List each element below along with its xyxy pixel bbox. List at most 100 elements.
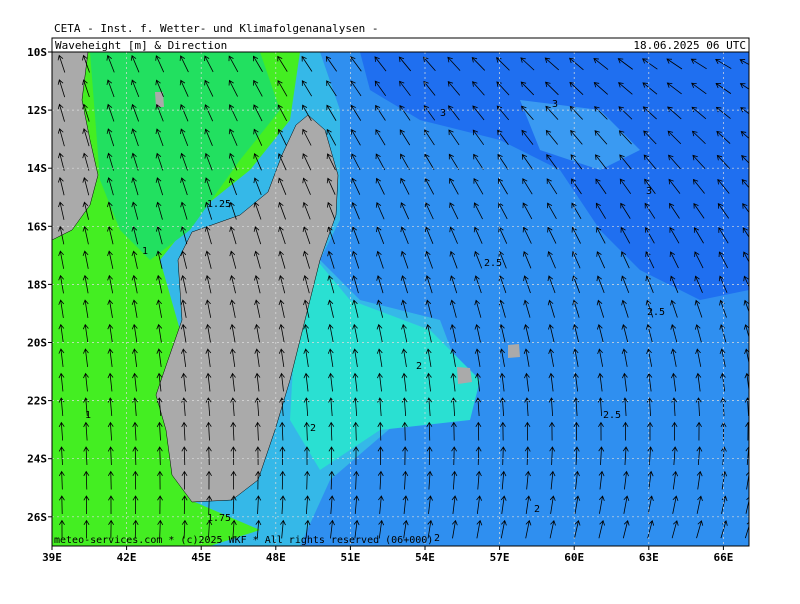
wave-arrow [304, 470, 311, 490]
wave-arrow [57, 54, 66, 73]
wave-arrow [353, 519, 360, 539]
wave-arrow [82, 225, 89, 245]
wave-arrow [623, 470, 629, 490]
wave-arrow [450, 397, 457, 417]
wave-arrow [303, 421, 310, 441]
wave-arrow [327, 323, 334, 343]
wave-arrow [644, 202, 656, 219]
wave-arrow [57, 152, 65, 171]
wave-arrow [131, 226, 139, 245]
contour-label: 1 [142, 246, 148, 257]
wave-arrow [228, 128, 238, 146]
wave-arrow [571, 226, 581, 244]
wave-arrow [693, 227, 704, 244]
wave-arrow [473, 202, 483, 220]
wave-arrow [621, 372, 628, 392]
wave-arrow [327, 348, 334, 367]
wave-arrow [58, 201, 65, 220]
wave-arrow [695, 372, 702, 392]
wave-arrow [596, 226, 606, 244]
wave-arrow [107, 225, 114, 245]
wave-arrow [548, 372, 555, 392]
wave-arrow [83, 446, 90, 466]
wave-arrow [448, 105, 460, 121]
wave-arrow [83, 519, 90, 539]
wave-arrow [352, 323, 359, 343]
wave-arrow [302, 250, 310, 269]
wave-arrow [301, 80, 313, 97]
wave-arrow [570, 130, 583, 145]
wave-arrow [474, 348, 481, 367]
wave-arrow [718, 227, 729, 244]
wave-arrow [595, 202, 607, 219]
wave-arrow [401, 421, 408, 441]
wave-arrow [326, 128, 337, 146]
wave-arrow [740, 107, 749, 115]
wave-arrow [303, 348, 310, 367]
wave-arrow [571, 251, 581, 269]
wave-arrow [525, 470, 531, 490]
wave-arrow [58, 348, 65, 367]
wave-arrow [499, 397, 506, 417]
wave-arrow [351, 129, 361, 146]
wave-arrow [206, 495, 213, 515]
wave-arrow [570, 154, 583, 170]
wave-arrow [743, 299, 749, 313]
variable: Waveheight [m] & Direction [55, 39, 227, 52]
contour-label: 2 [310, 423, 316, 434]
wave-arrow [548, 348, 554, 367]
wave-arrow [157, 495, 163, 515]
wave-arrow [377, 470, 384, 490]
wave-arrow [108, 519, 114, 539]
wave-arrow [596, 275, 605, 294]
wave-arrow [744, 397, 749, 417]
wave-arrow [546, 178, 558, 195]
wave-arrow [400, 226, 409, 245]
arrow-field [57, 54, 749, 539]
wave-arrow [496, 105, 510, 121]
wave-arrow [400, 299, 408, 318]
latitude-label: 14S [27, 162, 47, 175]
wave-arrow [423, 80, 436, 96]
contour-label: 2 [534, 504, 540, 515]
wave-arrow [327, 226, 335, 245]
wave-arrow [743, 251, 749, 263]
wave-arrow [252, 55, 263, 72]
wave-arrow [205, 299, 212, 318]
longitude-label: 51E [340, 551, 360, 564]
wave-arrow [253, 177, 262, 196]
wave-arrow [353, 495, 360, 515]
wave-arrow [696, 495, 703, 514]
wave-arrow [180, 323, 187, 343]
wave-arrow [523, 299, 531, 318]
wave-arrow [525, 495, 532, 514]
wave-arrow [156, 348, 163, 367]
wave-arrow [205, 446, 212, 466]
wave-arrow [547, 202, 557, 220]
wave-arrow [696, 446, 703, 466]
wave-arrow [301, 55, 313, 72]
wave-arrow [449, 250, 458, 269]
wave-arrow [571, 178, 582, 195]
wave-arrow [521, 129, 534, 145]
wave-arrow [451, 446, 458, 466]
wave-arrow [106, 128, 115, 147]
wave-arrow [157, 519, 164, 539]
wave-arrow [82, 128, 90, 147]
wave-arrow [58, 372, 65, 392]
wave-arrow [643, 130, 657, 145]
wave-arrow [326, 104, 337, 121]
wave-arrow [595, 178, 607, 195]
latitude-label: 24S [27, 453, 47, 466]
wave-arrow [325, 55, 337, 72]
wave-arrow [739, 83, 749, 90]
wave-arrow [156, 274, 163, 294]
wave-arrow [328, 372, 334, 392]
wave-arrow [254, 372, 261, 392]
wave-arrow [572, 348, 579, 367]
wave-arrow [744, 521, 749, 539]
wave-arrow [669, 202, 680, 219]
wave-arrow [475, 372, 481, 392]
wave-arrow [692, 178, 705, 194]
wave-arrow [327, 299, 334, 318]
